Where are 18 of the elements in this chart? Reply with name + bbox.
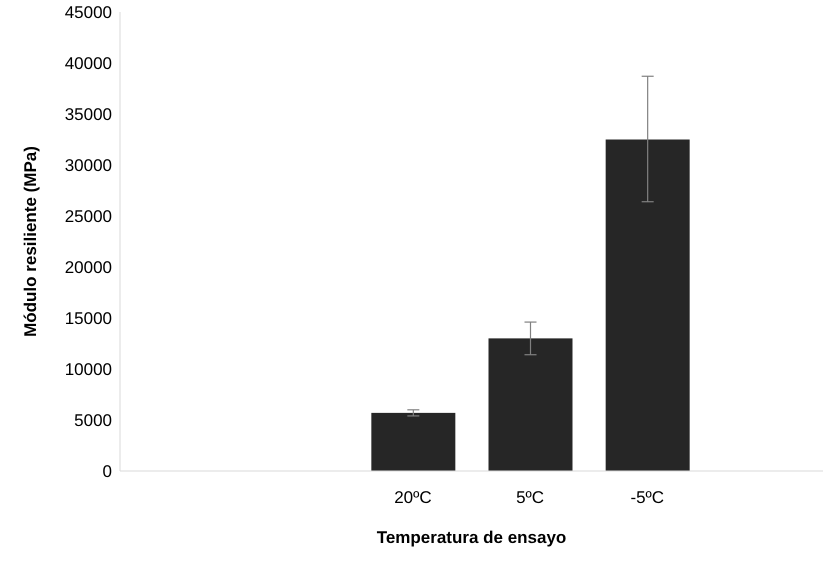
x-tick-label: 5ºC [516, 488, 544, 508]
bar [371, 412, 456, 471]
y-tick-label: 20000 [64, 258, 112, 278]
y-axis-title: Módulo resiliente (MPa) [21, 146, 40, 337]
y-tick-label: 30000 [64, 156, 112, 176]
y-tick-label: 10000 [64, 360, 112, 380]
bar [488, 338, 572, 471]
y-tick-label: 15000 [64, 309, 112, 328]
bar [606, 140, 690, 471]
x-tick-label: 20ºC [394, 488, 432, 508]
y-tick-label: 35000 [64, 105, 112, 124]
y-tick-label: 40000 [64, 54, 112, 74]
y-tick-label: 5000 [74, 411, 112, 430]
y-tick-label: 25000 [64, 207, 112, 226]
x-axis-title: Temperatura de ensayo [376, 528, 566, 547]
x-tick-label: -5ºC [630, 488, 664, 508]
y-tick-label: 45000 [64, 3, 112, 22]
y-tick-label: 0 [102, 462, 112, 482]
